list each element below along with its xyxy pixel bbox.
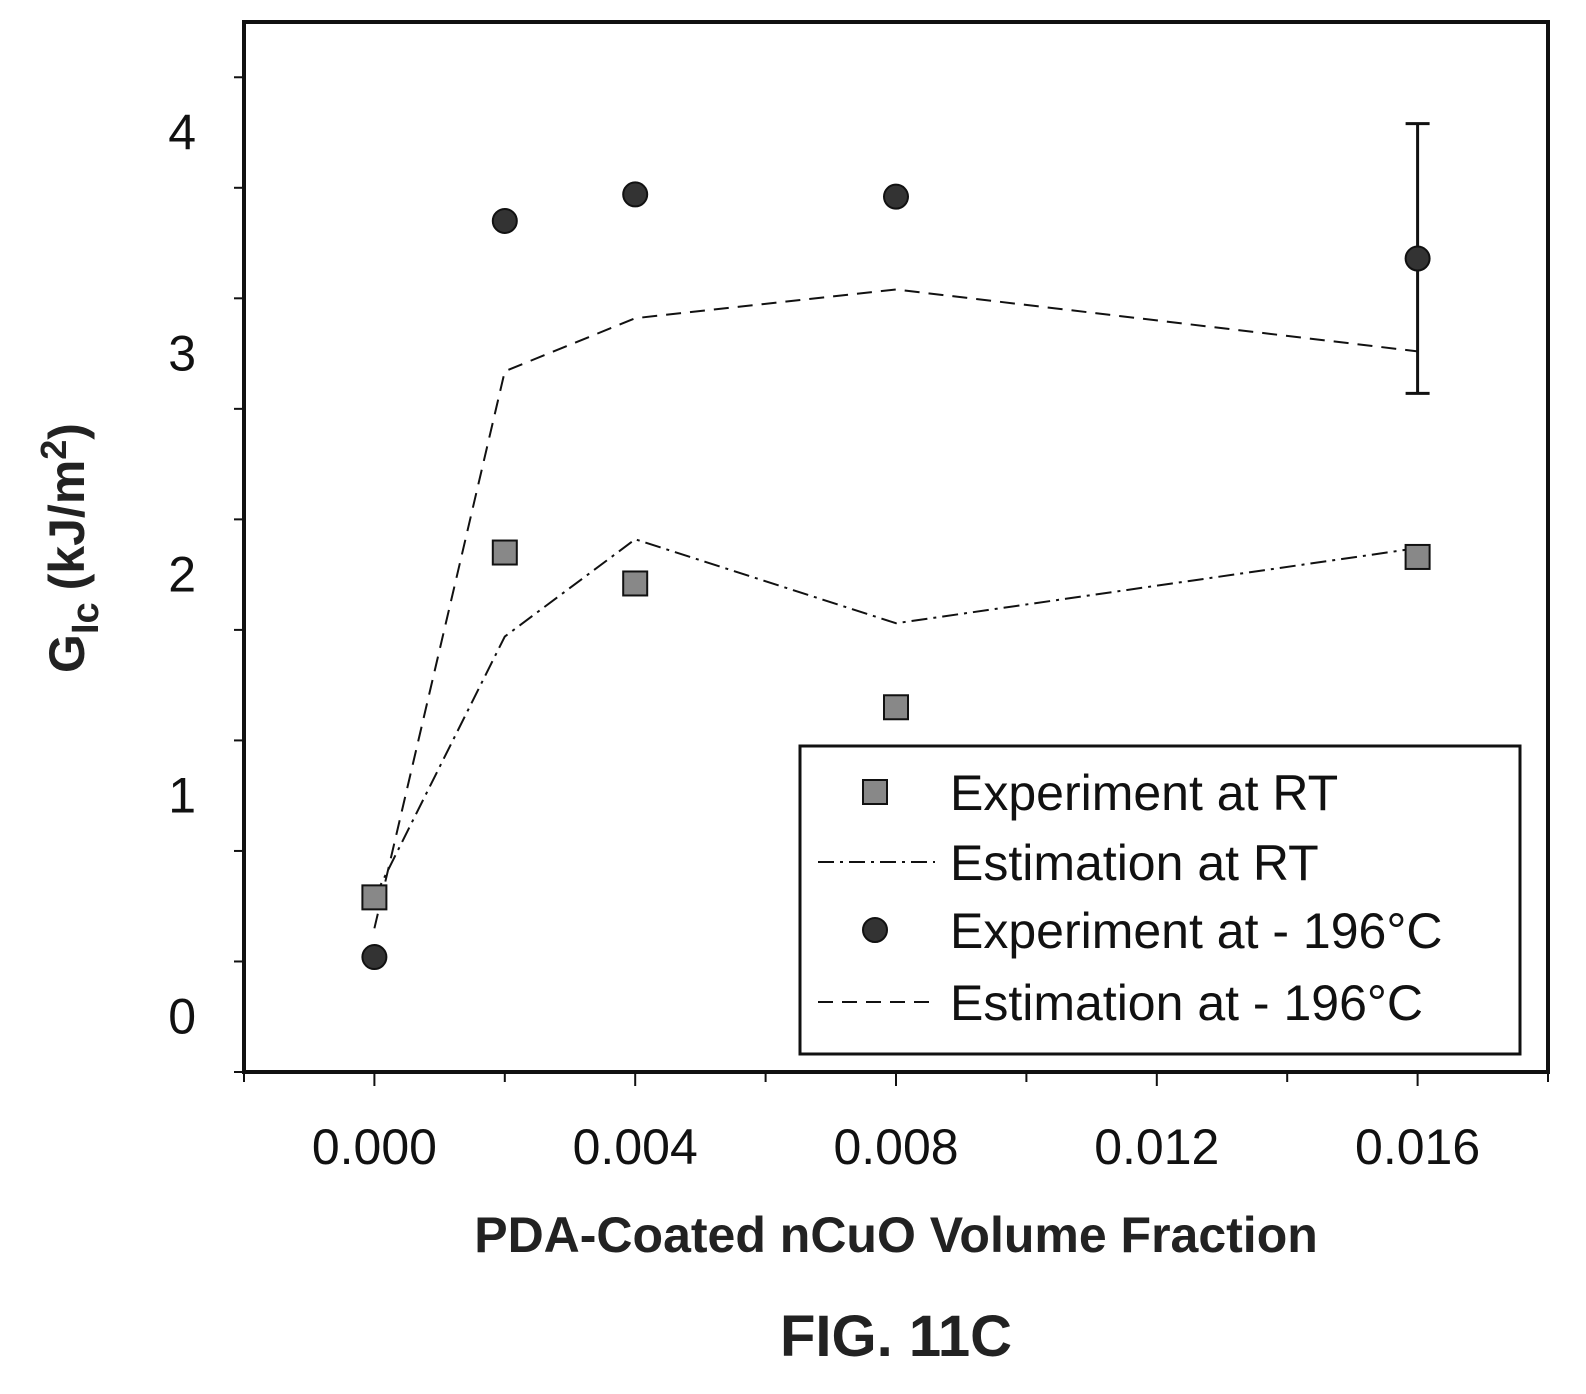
data-point-circle	[491, 207, 518, 234]
data-point-square	[883, 694, 909, 721]
x-tick-label: 0.012	[1094, 1119, 1219, 1175]
data-point-circle	[361, 944, 388, 971]
y-axis-title-main: G	[39, 634, 95, 673]
data-point-square	[1404, 543, 1431, 570]
series-layer	[361, 122, 1431, 971]
legend-label: Estimation at - 196°C	[950, 975, 1423, 1031]
data-point-square	[491, 539, 518, 566]
x-tick-label: 0.004	[573, 1119, 698, 1175]
y-tick-label: 4	[168, 105, 196, 161]
axis-ticks: 0.000 0.004 0.008 0.012 0.016 0 1 2 3 4	[168, 76, 1549, 1175]
legend-label: Experiment at RT	[950, 765, 1338, 821]
y-axis-title-sub: Ic	[65, 602, 107, 634]
y-tick-label: 0	[168, 989, 196, 1045]
legend-marker-square	[862, 779, 888, 805]
legend-marker-circle	[862, 917, 888, 943]
x-tick-label: 0.008	[833, 1119, 958, 1175]
y-axis-title-sup: 2	[33, 440, 74, 460]
data-point-circle	[883, 183, 909, 210]
y-axis-title: GIc (kJ/m2)	[33, 423, 107, 673]
legend: Experiment at RT Estimation at RT Experime…	[798, 744, 1522, 1056]
legend-label: Estimation at RT	[950, 835, 1319, 891]
data-point-square	[361, 884, 388, 911]
x-tick-label: 0.000	[312, 1119, 437, 1175]
series-line	[373, 538, 1418, 898]
y-tick-label: 1	[168, 768, 196, 824]
data-point-circle	[622, 181, 649, 208]
y-tick-label: 2	[168, 547, 196, 603]
x-tick-label: 0.016	[1355, 1119, 1480, 1175]
y-tick-label: 3	[168, 326, 196, 382]
data-point-square	[622, 570, 649, 597]
y-axis-title-close: )	[39, 423, 95, 440]
legend-label: Experiment at - 196°C	[950, 903, 1442, 959]
legend-items: Experiment at RT Estimation at RT Experime…	[818, 765, 1442, 1031]
figure-caption: FIG. 11C	[780, 1304, 1012, 1369]
x-axis-title: PDA-Coated nCuO Volume Fraction	[474, 1207, 1318, 1263]
data-point-circle	[1404, 245, 1431, 272]
y-axis-title-rest: (kJ/m	[39, 460, 95, 591]
